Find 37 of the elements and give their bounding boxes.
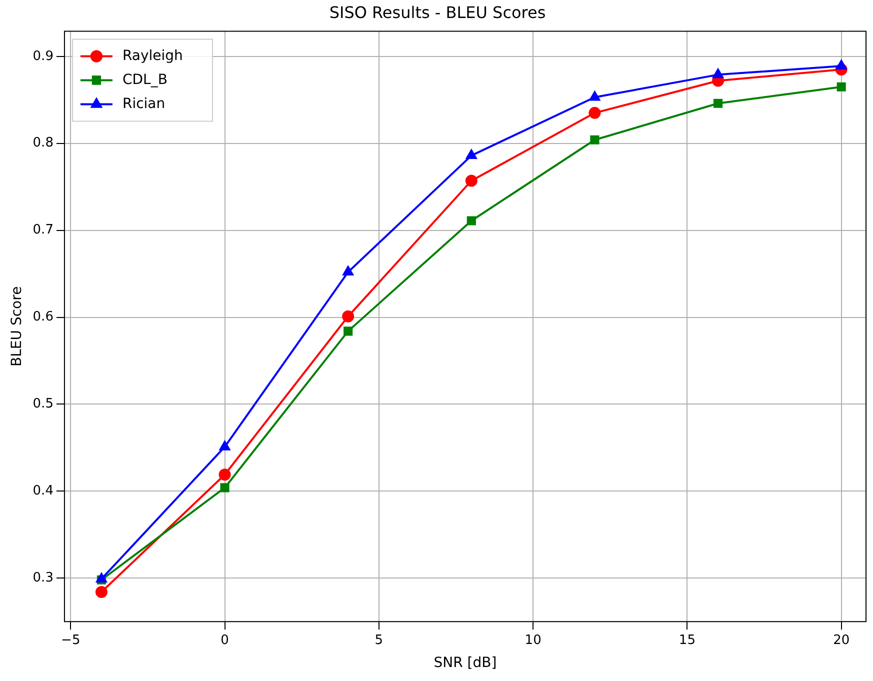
y-tick-label: 0.6 xyxy=(32,310,54,325)
legend-label: CDL_B xyxy=(122,72,168,88)
point xyxy=(588,106,601,119)
point xyxy=(836,82,846,92)
point xyxy=(342,310,354,322)
y-tick-label: 0.3 xyxy=(32,570,54,586)
x-tick-label: 5 xyxy=(374,632,384,648)
point xyxy=(712,68,724,78)
x-tick-label: 10 xyxy=(524,632,542,648)
point xyxy=(218,468,231,481)
point xyxy=(590,135,600,144)
y-tick-label: 0.9 xyxy=(32,48,54,64)
y-tick-label: 0.5 xyxy=(32,396,54,412)
chart-title: SISO Results - BLEU Scores xyxy=(329,2,546,22)
x-axis-title: SNR [dB] xyxy=(434,655,497,672)
y-tick-label: 0.4 xyxy=(32,484,54,499)
legend-label: Rayleigh xyxy=(122,48,183,64)
legend-label: Rician xyxy=(122,96,166,112)
point xyxy=(96,572,107,582)
point xyxy=(465,174,478,187)
point xyxy=(95,586,108,598)
x-tick-label: 0 xyxy=(220,632,229,648)
point xyxy=(219,440,230,450)
y-tick-label: 0.7 xyxy=(32,222,54,238)
point xyxy=(344,326,353,336)
point xyxy=(466,216,476,226)
y-tick-label: 0.8 xyxy=(32,136,54,151)
point xyxy=(836,60,847,70)
point xyxy=(713,98,723,108)
point xyxy=(589,91,600,101)
y-axis-title: BLEU Score xyxy=(9,286,26,366)
x-tick-label: 20 xyxy=(833,632,850,648)
x-tick-label: 15 xyxy=(678,632,696,648)
point xyxy=(342,266,354,276)
x-tick-label: −5 xyxy=(61,632,80,648)
point xyxy=(220,483,230,492)
point xyxy=(466,150,477,160)
